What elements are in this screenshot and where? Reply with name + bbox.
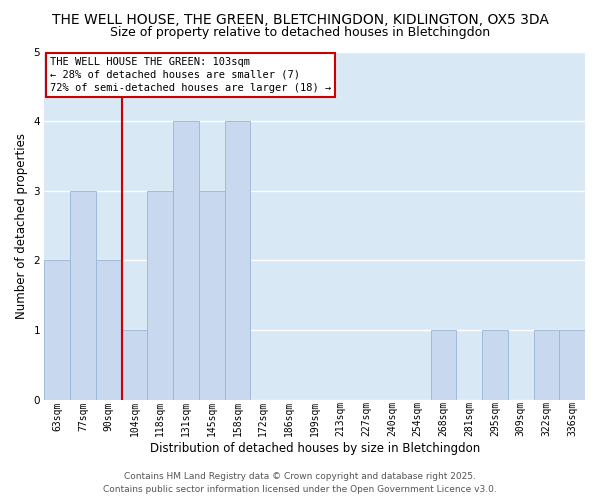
Bar: [482, 330, 508, 400]
Text: Contains HM Land Registry data © Crown copyright and database right 2025.
Contai: Contains HM Land Registry data © Crown c…: [103, 472, 497, 494]
Bar: [173, 121, 199, 400]
Bar: [559, 330, 585, 400]
Bar: [96, 260, 122, 400]
Text: Size of property relative to detached houses in Bletchingdon: Size of property relative to detached ho…: [110, 26, 490, 39]
Bar: [533, 330, 559, 400]
Bar: [44, 260, 70, 400]
Bar: [70, 191, 96, 400]
Bar: [148, 191, 173, 400]
X-axis label: Distribution of detached houses by size in Bletchingdon: Distribution of detached houses by size …: [149, 442, 480, 455]
Text: THE WELL HOUSE, THE GREEN, BLETCHINGDON, KIDLINGTON, OX5 3DA: THE WELL HOUSE, THE GREEN, BLETCHINGDON,…: [52, 12, 548, 26]
Bar: [224, 121, 250, 400]
Bar: [199, 191, 224, 400]
Bar: [431, 330, 456, 400]
Text: THE WELL HOUSE THE GREEN: 103sqm
← 28% of detached houses are smaller (7)
72% of: THE WELL HOUSE THE GREEN: 103sqm ← 28% o…: [50, 56, 331, 93]
Y-axis label: Number of detached properties: Number of detached properties: [15, 132, 28, 318]
Bar: [122, 330, 148, 400]
